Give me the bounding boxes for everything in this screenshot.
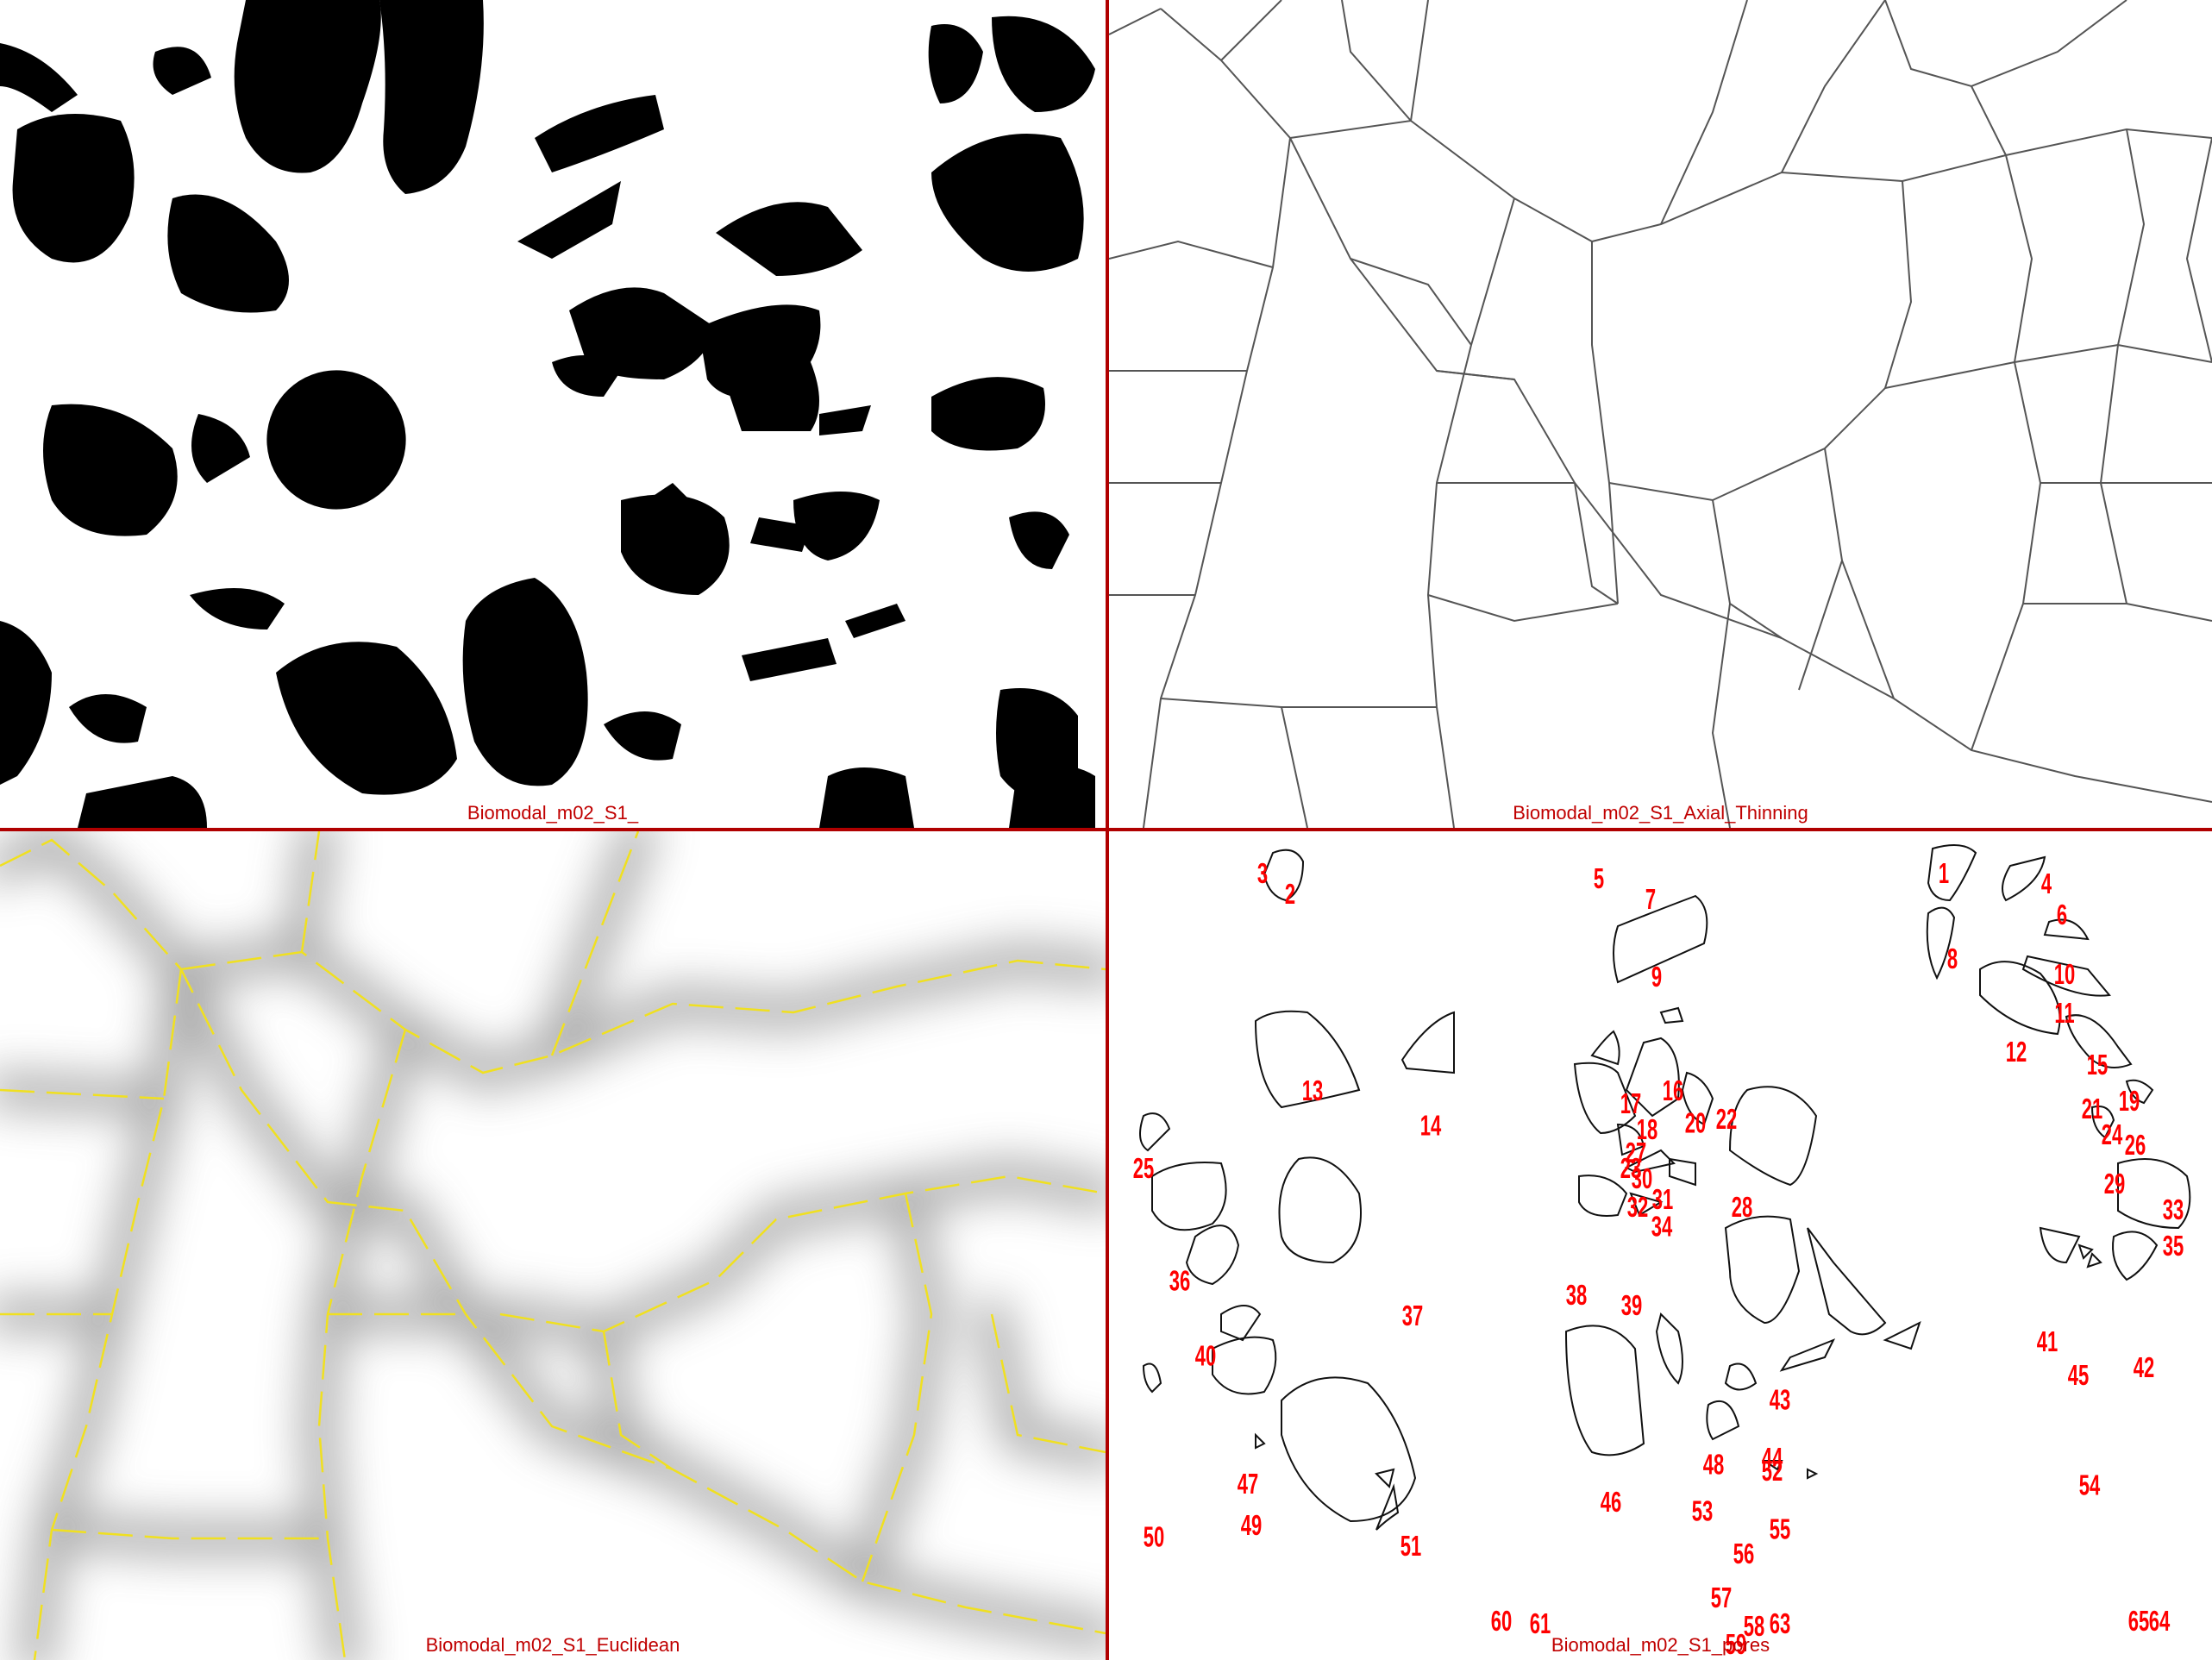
euclidean-panel: Biomodal_m02_S1_Euclidean: [0, 831, 1106, 1660]
pores-panel: 1 2 3 4 5 6 7 8 9 10 11 12 13 14 15 16 17 18 19 20 21 22 23 24 2…: [1109, 831, 2212, 1660]
thinning-panel: Biomodal_m02_S1_Axial_Thinning: [1109, 0, 2212, 828]
pore-label: 17: [1620, 1088, 1641, 1119]
pore-label: 1: [1939, 858, 1949, 889]
pore-label: 49: [1241, 1510, 1262, 1541]
pore-label: 45: [2068, 1360, 2089, 1391]
pore-label: 27: [1626, 1137, 1646, 1168]
pore-label: 38: [1566, 1280, 1587, 1311]
pore-label: 13: [1302, 1075, 1323, 1106]
pore-label: 14: [1420, 1110, 1442, 1141]
binary-panel: Biomodal_m02_S1_: [0, 0, 1106, 828]
pore-label: 37: [1402, 1300, 1423, 1331]
pore-label: 42: [2134, 1352, 2154, 1383]
pore-label: 3: [1257, 858, 1268, 889]
pore-label: 39: [1621, 1290, 1642, 1321]
pore-label: 53: [1692, 1495, 1713, 1526]
pore-label: 47: [1238, 1469, 1258, 1500]
pore-label: 44: [1762, 1443, 1783, 1474]
pore-label: 59: [1726, 1629, 1746, 1660]
pore-label: 16: [1663, 1075, 1683, 1106]
pore-label: 64: [2149, 1606, 2171, 1637]
pore-label: 51: [1401, 1531, 1421, 1562]
pore-label: 63: [1770, 1608, 1790, 1639]
pore-label: 56: [1733, 1538, 1754, 1569]
pore-label: 43: [1770, 1384, 1790, 1415]
pore-label: 41: [2037, 1326, 2058, 1357]
pore-label: 55: [1770, 1513, 1790, 1544]
thinning-caption: Biomodal_m02_S1_Axial_Thinning: [1513, 802, 1808, 824]
pore-label: 50: [1144, 1521, 1164, 1552]
pore-label: 6: [2057, 899, 2067, 930]
pore-label: 33: [2163, 1194, 2184, 1225]
pore-label: 18: [1637, 1114, 1657, 1145]
pore-label: 21: [2082, 1093, 2102, 1124]
pore-label: 9: [1651, 962, 1662, 993]
pore-label: 12: [2006, 1037, 2027, 1068]
pore-label: 2: [1285, 879, 1295, 910]
pore-label: 20: [1685, 1107, 1706, 1138]
pore-label: 52: [1762, 1456, 1783, 1487]
pore-label: 23: [1620, 1153, 1641, 1184]
pore-label: 10: [2054, 959, 2075, 990]
pore-label: 32: [1627, 1192, 1648, 1223]
pore-label: 24: [2102, 1119, 2123, 1150]
pore-label: 7: [1645, 884, 1656, 915]
binary-caption: Biomodal_m02_S1_: [467, 802, 639, 824]
pore-label: 4: [2041, 868, 2052, 899]
pore-label: 48: [1703, 1449, 1724, 1480]
pore-label: 30: [1632, 1163, 1652, 1194]
pore-label: 35: [2163, 1231, 2184, 1262]
pore-label: 61: [1530, 1608, 1551, 1639]
pore-label: 8: [1947, 943, 1958, 974]
pore-label: 22: [1716, 1104, 1737, 1135]
pore-label: 46: [1601, 1487, 1621, 1518]
horizontal-divider: [0, 828, 2212, 831]
pore-label: 57: [1711, 1582, 1732, 1613]
pore-label: 40: [1195, 1340, 1216, 1371]
pores-caption: Biomodal_m02_S1_pores: [1551, 1634, 1770, 1656]
pore-label: 11: [2054, 998, 2074, 1029]
pore-label: 36: [1169, 1265, 1190, 1296]
pore-label: 5: [1594, 863, 1604, 894]
pore-label: 19: [2119, 1086, 2140, 1117]
pore-label: 26: [2125, 1130, 2146, 1161]
pore-label: 54: [2079, 1469, 2101, 1500]
pore-label: 65: [2128, 1606, 2149, 1637]
euclidean-caption: Biomodal_m02_S1_Euclidean: [425, 1634, 680, 1656]
pore-label: 31: [1652, 1184, 1673, 1215]
pore-label: 34: [1651, 1211, 1673, 1242]
pore-label: 60: [1491, 1606, 1512, 1637]
pore-label: 28: [1732, 1192, 1752, 1223]
skeleton-network: [1109, 0, 2212, 828]
pore-label: 15: [2087, 1049, 2108, 1081]
euclidean-distance-map: [0, 831, 1106, 1660]
binary-image: [0, 0, 1095, 828]
pore-label: 29: [2104, 1168, 2125, 1200]
pore-label: 25: [1133, 1153, 1154, 1184]
pore-label: 58: [1744, 1611, 1764, 1642]
